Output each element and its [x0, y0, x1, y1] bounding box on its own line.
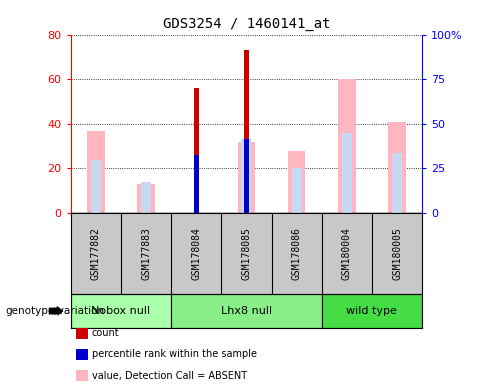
Bar [141, 182, 151, 213]
Bar [71, 294, 171, 328]
Text: Nobox null: Nobox null [91, 306, 150, 316]
Bar [392, 153, 402, 213]
Bar [244, 50, 249, 213]
Bar [288, 151, 305, 213]
Bar [87, 131, 104, 213]
Title: GDS3254 / 1460141_at: GDS3254 / 1460141_at [163, 17, 330, 31]
Text: value, Detection Call = ABSENT: value, Detection Call = ABSENT [92, 371, 247, 381]
Bar [388, 122, 406, 213]
Text: GSM178084: GSM178084 [191, 227, 201, 280]
Text: GSM177882: GSM177882 [91, 227, 101, 280]
Bar [171, 294, 322, 328]
Bar [338, 79, 356, 213]
Text: GSM180005: GSM180005 [392, 227, 402, 280]
Text: GSM177883: GSM177883 [141, 227, 151, 280]
Bar [238, 142, 255, 213]
Text: genotype/variation: genotype/variation [5, 306, 104, 316]
Bar [342, 133, 352, 213]
Bar [292, 169, 302, 213]
Text: Lhx8 null: Lhx8 null [221, 306, 272, 316]
Bar [194, 155, 199, 213]
Text: GSM178085: GSM178085 [242, 227, 251, 280]
Bar [194, 88, 199, 213]
Bar [137, 184, 155, 213]
Text: count: count [92, 328, 120, 338]
Text: GSM178086: GSM178086 [292, 227, 302, 280]
Bar [91, 160, 101, 213]
Bar [244, 139, 249, 213]
Text: percentile rank within the sample: percentile rank within the sample [92, 349, 257, 359]
Text: wild type: wild type [346, 306, 397, 316]
Bar [322, 294, 422, 328]
Text: GSM180004: GSM180004 [342, 227, 352, 280]
Bar [242, 139, 251, 213]
